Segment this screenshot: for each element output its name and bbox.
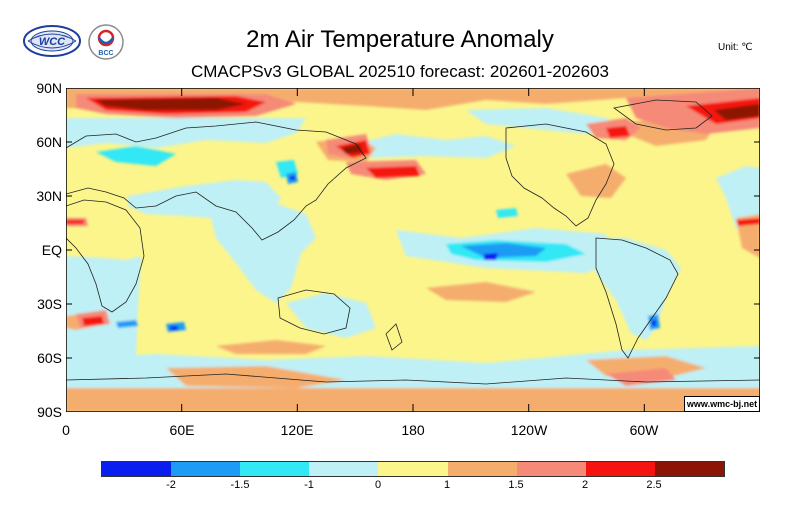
color-legend-bar <box>101 461 725 477</box>
legend-swatch <box>654 462 724 476</box>
wmc-logo: WCC <box>23 25 81 57</box>
svg-text:WCC: WCC <box>39 36 66 48</box>
svg-text:BCC: BCC <box>98 50 113 57</box>
lon-label-180: 180 <box>401 422 425 438</box>
legend-swatch <box>309 462 379 476</box>
lat-label-60s: 60S <box>37 350 62 366</box>
credit-box: www.wmc-bj.net <box>684 396 760 412</box>
legend-swatch <box>102 462 172 476</box>
legend-label: 2 <box>581 479 589 491</box>
lon-ticks <box>181 88 645 412</box>
lat-label-90n: 90N <box>36 80 62 96</box>
legend-label: 1.5 <box>508 479 524 491</box>
lat-label-eq: EQ <box>41 242 62 258</box>
legend-swatch <box>240 462 310 476</box>
lat-label-30n: 30N <box>36 188 62 204</box>
legend-label: 0 <box>374 479 382 491</box>
lon-label-60w: 60W <box>629 422 659 438</box>
legend-swatch <box>447 462 517 476</box>
lon-label-120w: 120W <box>510 422 548 438</box>
legend-swatch <box>171 462 241 476</box>
bcc-logo: BCC <box>88 24 124 60</box>
legend-swatch <box>516 462 586 476</box>
chart-subtitle: CMACPSv3 GLOBAL 202510 forecast: 202601-… <box>190 62 610 81</box>
lon-label-120e: 120E <box>280 422 314 438</box>
lon-label-60e: 60E <box>169 422 195 438</box>
temperature-anomaly-map <box>66 88 760 412</box>
lat-ticks <box>66 141 760 359</box>
lat-label-30s: 30S <box>37 296 62 312</box>
chart-title: 2m Air Temperature Anomaly <box>246 26 554 53</box>
legend-label: -2 <box>166 479 176 491</box>
lon-label-0: 0 <box>62 422 70 438</box>
lat-label-60n: 60N <box>36 134 62 150</box>
unit-label: Unit: ℃ <box>718 42 753 53</box>
lat-label-90s: 90S <box>37 404 62 420</box>
anomaly-fields <box>66 88 760 412</box>
legend-label: 1 <box>443 479 451 491</box>
legend-label: -1 <box>304 479 314 491</box>
legend-label: 2.5 <box>646 479 662 491</box>
legend-swatch <box>378 462 448 476</box>
coastlines <box>66 99 760 385</box>
legend-label: -1.5 <box>230 479 250 491</box>
legend-swatch <box>585 462 655 476</box>
